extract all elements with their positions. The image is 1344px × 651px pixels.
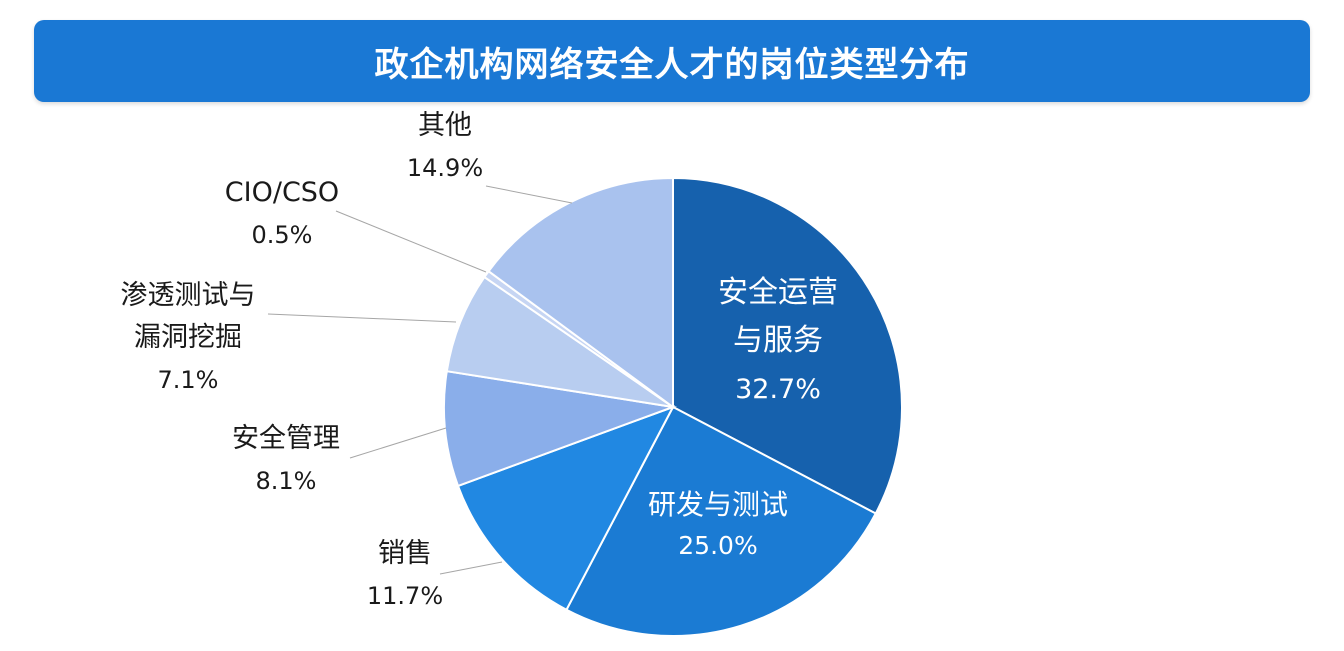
slice-label-text: CIO/CSO bbox=[225, 177, 339, 208]
slice-label: CIO/CSO 0.5% bbox=[225, 177, 339, 249]
slice-value-label: 8.1% bbox=[256, 467, 317, 495]
pie-slice bbox=[445, 275, 674, 408]
slice-value-label: 32.7% bbox=[735, 374, 821, 405]
pie-slice bbox=[672, 176, 903, 515]
leader-line bbox=[349, 427, 447, 459]
pie-slices bbox=[443, 176, 903, 637]
slice-label-text: 漏洞挖掘 bbox=[134, 322, 242, 353]
slice-value-label: 25.0% bbox=[678, 531, 757, 560]
slice-value-label: 11.7% bbox=[367, 582, 443, 610]
leader-lines bbox=[267, 185, 573, 575]
slice-label: 研发与测试 25.0% bbox=[648, 488, 788, 560]
slice-label-text: 安全运营 bbox=[718, 275, 838, 310]
slice-label: 安全管理 8.1% bbox=[232, 423, 340, 495]
slice-label-text: 销售 bbox=[378, 538, 432, 569]
leader-line bbox=[439, 561, 503, 575]
slice-label-text: 研发与测试 bbox=[648, 488, 788, 521]
slice-label-text: 安全管理 bbox=[232, 423, 340, 454]
slice-value-label: 0.5% bbox=[252, 221, 313, 249]
leader-line bbox=[485, 185, 573, 204]
slice-label-text: 其他 bbox=[418, 110, 472, 141]
title-banner: 政企机构网络安全人才的岗位类型分布 bbox=[34, 20, 1310, 102]
slice-label-text: 渗透测试与 bbox=[121, 280, 256, 311]
slice-label: 销售 11.7% bbox=[367, 538, 443, 610]
pie-slice bbox=[456, 405, 676, 612]
slice-label-text: 与服务 bbox=[733, 323, 823, 358]
chart-title: 政企机构网络安全人才的岗位类型分布 bbox=[374, 44, 970, 85]
slice-value-label: 7.1% bbox=[158, 366, 219, 394]
leader-line bbox=[267, 313, 457, 323]
pie-slice bbox=[443, 370, 677, 488]
leader-line bbox=[335, 210, 487, 273]
slice-value-label: 14.9% bbox=[407, 154, 483, 182]
slice-label: 其他 14.9% bbox=[407, 110, 483, 182]
